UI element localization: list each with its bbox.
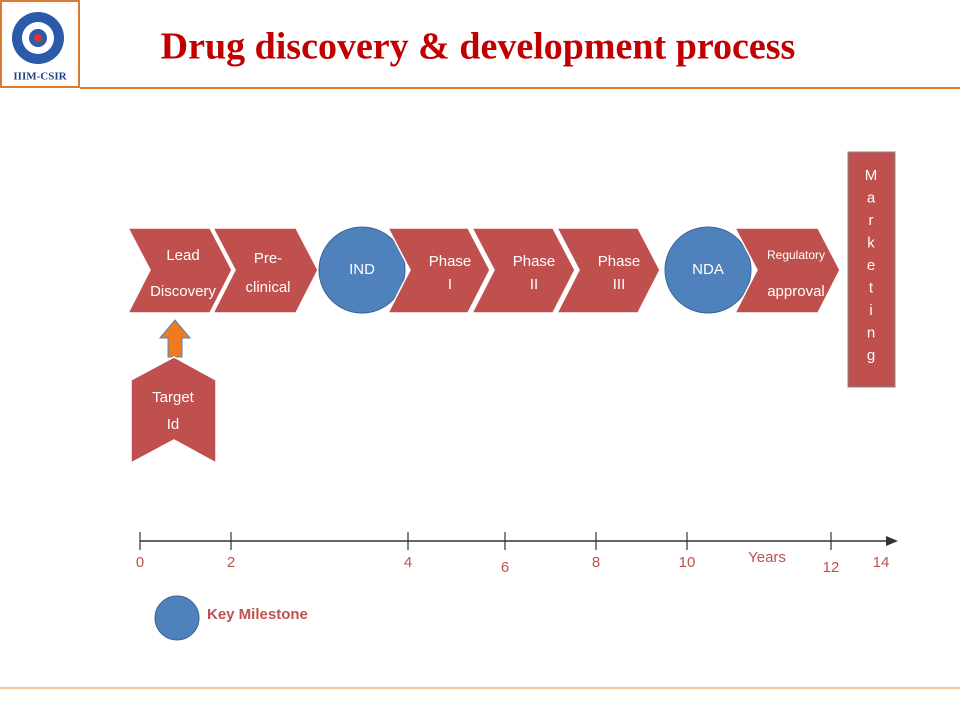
timeline-tick-label: 12: [823, 559, 840, 576]
milestone-circle: [318, 226, 406, 314]
arrow-up: [158, 319, 192, 358]
stage-label: clinical: [245, 279, 290, 296]
stage-chevron: [211, 227, 319, 314]
stage-label: approval: [767, 283, 825, 300]
stage-label: I: [448, 276, 452, 293]
stage-label: Phase: [429, 253, 472, 270]
stage-label: Phase: [598, 253, 641, 270]
target-label: Target: [152, 389, 195, 406]
logo-emblem: [12, 12, 64, 64]
legend-label: Key Milestone: [207, 606, 308, 623]
title: Drug discovery & development process: [161, 26, 796, 68]
stage-label: Phase: [513, 253, 556, 270]
target-label: Id: [167, 416, 180, 433]
timeline-tick-label: 0: [136, 554, 144, 571]
stage-chevron: [470, 227, 576, 314]
stage-label: II: [530, 276, 538, 293]
timeline-tick-label: 8: [592, 554, 600, 571]
stage-label: NDA: [692, 261, 724, 278]
timeline-tick-label: 4: [404, 554, 412, 571]
stage-label: Regulatory: [767, 248, 825, 262]
stage-label: Lead: [166, 247, 199, 264]
legend-swatch: [154, 595, 200, 641]
stage-chevron: [733, 227, 841, 314]
stage-chevron: [386, 227, 491, 314]
timeline-tick-label: 10: [679, 554, 696, 571]
stage-label: Discovery: [150, 283, 216, 300]
timeline-tick-label: 2: [227, 554, 235, 571]
stage-chevron: [555, 227, 661, 314]
target-shape: [130, 356, 217, 465]
logo-text: IIIM-CSIR: [13, 71, 67, 83]
stage-label: III: [613, 276, 626, 293]
stage-chevron: [126, 227, 233, 314]
timeline-tick-label: 6: [501, 559, 509, 576]
timeline-tick-label: 14: [873, 554, 890, 571]
milestone-circle: [664, 226, 752, 314]
stage-label: Pre-: [254, 250, 282, 267]
marketing-box: [847, 151, 896, 388]
stage-label: IND: [349, 261, 375, 278]
timeline-axis-label: Years: [748, 549, 786, 566]
timeline-arrow: [886, 536, 898, 546]
